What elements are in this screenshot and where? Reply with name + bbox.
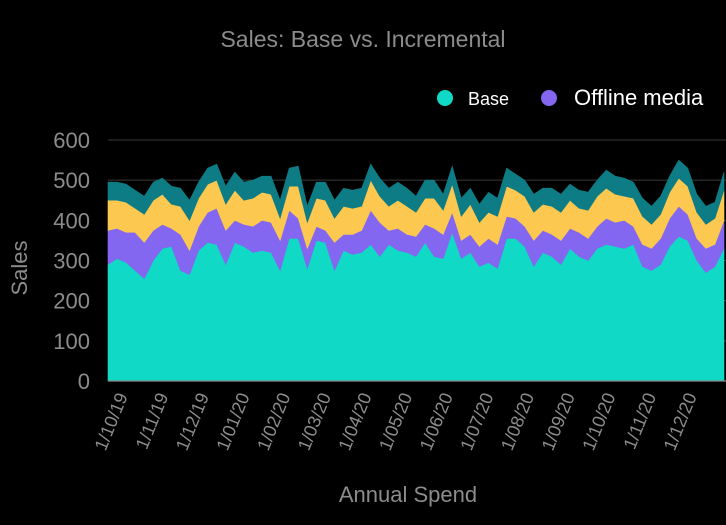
x-tick-label: 1/03/20 bbox=[294, 390, 335, 453]
y-tick-label: 100 bbox=[53, 329, 90, 354]
x-tick-label: 1/10/19 bbox=[91, 390, 132, 453]
area-series-group bbox=[107, 159, 725, 382]
y-tick-label: 400 bbox=[53, 208, 90, 233]
x-tick-label: 1/08/20 bbox=[497, 390, 538, 453]
x-tick-labels: 1/10/19 1/11/19 1/12/19 1/01/20 1/02/20 1/03/… bbox=[91, 390, 701, 453]
x-tick-label: 1/11/20 bbox=[620, 390, 661, 452]
legend-label-offline-media: Offline media bbox=[574, 85, 704, 110]
x-tick-label: 1/07/20 bbox=[456, 390, 497, 453]
y-tick-label: 300 bbox=[53, 249, 90, 274]
y-tick-labels: 0 100 200 300 400 500 600 bbox=[53, 128, 90, 394]
x-tick-label: 1/09/20 bbox=[538, 390, 579, 453]
x-tick-label: 1/02/20 bbox=[253, 390, 294, 453]
legend-label-base: Base bbox=[468, 89, 509, 109]
x-tick-label: 1/12/20 bbox=[660, 390, 701, 453]
y-tick-label: 200 bbox=[53, 289, 90, 314]
x-tick-label: 1/05/20 bbox=[375, 390, 416, 453]
x-tick-label: 1/01/20 bbox=[213, 390, 254, 453]
y-tick-label: 500 bbox=[53, 168, 90, 193]
x-tick-label: 1/04/20 bbox=[335, 390, 376, 453]
x-tick-label: 1/12/19 bbox=[172, 390, 213, 453]
x-tick-label: 1/06/20 bbox=[416, 390, 457, 453]
legend: Base Offline media bbox=[437, 85, 704, 110]
legend-marker-offline-media bbox=[541, 90, 557, 106]
x-tick-label: 1/11/19 bbox=[132, 390, 173, 452]
y-tick-label: 600 bbox=[53, 128, 90, 153]
legend-marker-base bbox=[437, 90, 453, 106]
x-axis-label: Annual Spend bbox=[339, 482, 477, 507]
area-series-incremental-4 bbox=[107, 159, 725, 225]
y-tick-label: 0 bbox=[78, 369, 90, 394]
chart-title: Sales: Base vs. Incremental bbox=[220, 26, 505, 52]
x-tick-label: 1/10/20 bbox=[578, 390, 619, 453]
y-axis-label: Sales bbox=[7, 240, 32, 295]
